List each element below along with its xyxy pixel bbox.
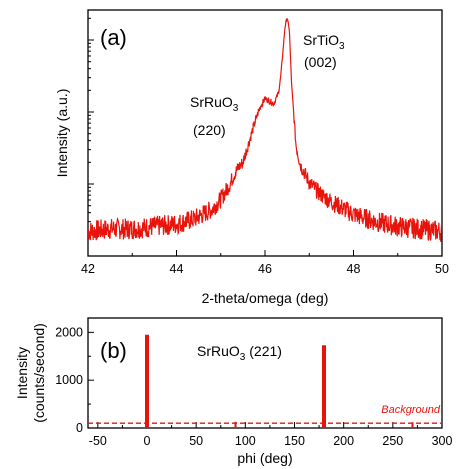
panel-b-label: (b) (100, 338, 127, 363)
phi-peak-bar (234, 421, 237, 428)
panel-a-x-tick-label: 42 (81, 262, 95, 276)
panel-b-peaks (145, 334, 414, 428)
panel-b-y-tick-label: 2000 (55, 325, 83, 339)
panel-b-y-tick-label: 1000 (55, 373, 83, 387)
panel-b-y-axis-label-line1: Intensity (14, 347, 30, 399)
panel-b-x-tick-label: 0 (144, 434, 151, 448)
annotation-srtio3-index: (002) (304, 54, 337, 70)
phi-peak-bar (322, 345, 326, 428)
panel-a-x-tick-label: 48 (347, 262, 361, 276)
phi-peak-bar (145, 334, 149, 428)
background-label: Background (381, 404, 441, 416)
panel-b-x-tick-label: 100 (235, 434, 256, 448)
panel-a-x-ticks: 42 44 46 48 50 (81, 250, 449, 276)
annotation-srruo3-index: (220) (193, 122, 226, 138)
panel-b-frame (87, 317, 443, 429)
annotation-srtio3-subscript: 3 (339, 41, 345, 52)
phi-peak-bar (411, 422, 414, 428)
panel-b-x-tick-label: 250 (382, 434, 403, 448)
panel-b-x-tick-label: 150 (284, 434, 305, 448)
annotation-221-formula: SrRuO (197, 343, 240, 359)
panel-a-y-ticks (88, 17, 94, 257)
panel-b: -50 0 50 100 150 200 250 300 0 1000 2000 (b) SrRu… (14, 317, 453, 466)
panel-a: 42 44 46 48 50 (a) SrRuO3 (220) SrTiO3 (002)… (54, 9, 449, 306)
panel-b-x-tick-label: 50 (189, 434, 203, 448)
panel-b-x-tick-label: 300 (432, 434, 453, 448)
panel-b-x-ticks: -50 0 50 100 150 200 250 300 (89, 422, 453, 448)
panel-a-x-tick-label: 50 (435, 262, 449, 276)
panel-a-y-axis-label: Intensity (a.u.) (54, 89, 70, 178)
annotation-srruo3-name: SrRuO3 (190, 94, 239, 114)
annotation-srtio3-formula: SrTiO (303, 32, 339, 48)
annotation-221-index: (221) (245, 343, 282, 359)
panel-b-y-tick-label: 0 (76, 421, 83, 435)
panel-b-x-tick-label: 200 (333, 434, 354, 448)
annotation-srruo3-221: SrRuO3 (221) (197, 343, 282, 363)
panel-a-series-line (88, 18, 442, 242)
annotation-srtio3-name: SrTiO3 (303, 32, 345, 52)
panel-b-y-ticks: 0 1000 2000 (55, 325, 94, 435)
panel-a-x-tick-label: 44 (170, 262, 184, 276)
panel-a-frame (87, 9, 443, 257)
annotation-221-subscript: 3 (240, 352, 246, 363)
annotation-srruo3-subscript: 3 (233, 103, 239, 114)
panel-b-x-tick-label: -50 (89, 434, 107, 448)
panel-a-x-tick-label: 46 (258, 262, 272, 276)
panel-b-x-axis-label: phi (deg) (237, 450, 292, 466)
panel-a-x-axis-label: 2-theta/omega (deg) (202, 290, 329, 306)
annotation-srruo3-formula: SrRuO (190, 94, 233, 110)
panel-a-label: (a) (100, 25, 127, 50)
panel-b-y-axis-label-line2: (counts/second) (31, 323, 47, 423)
